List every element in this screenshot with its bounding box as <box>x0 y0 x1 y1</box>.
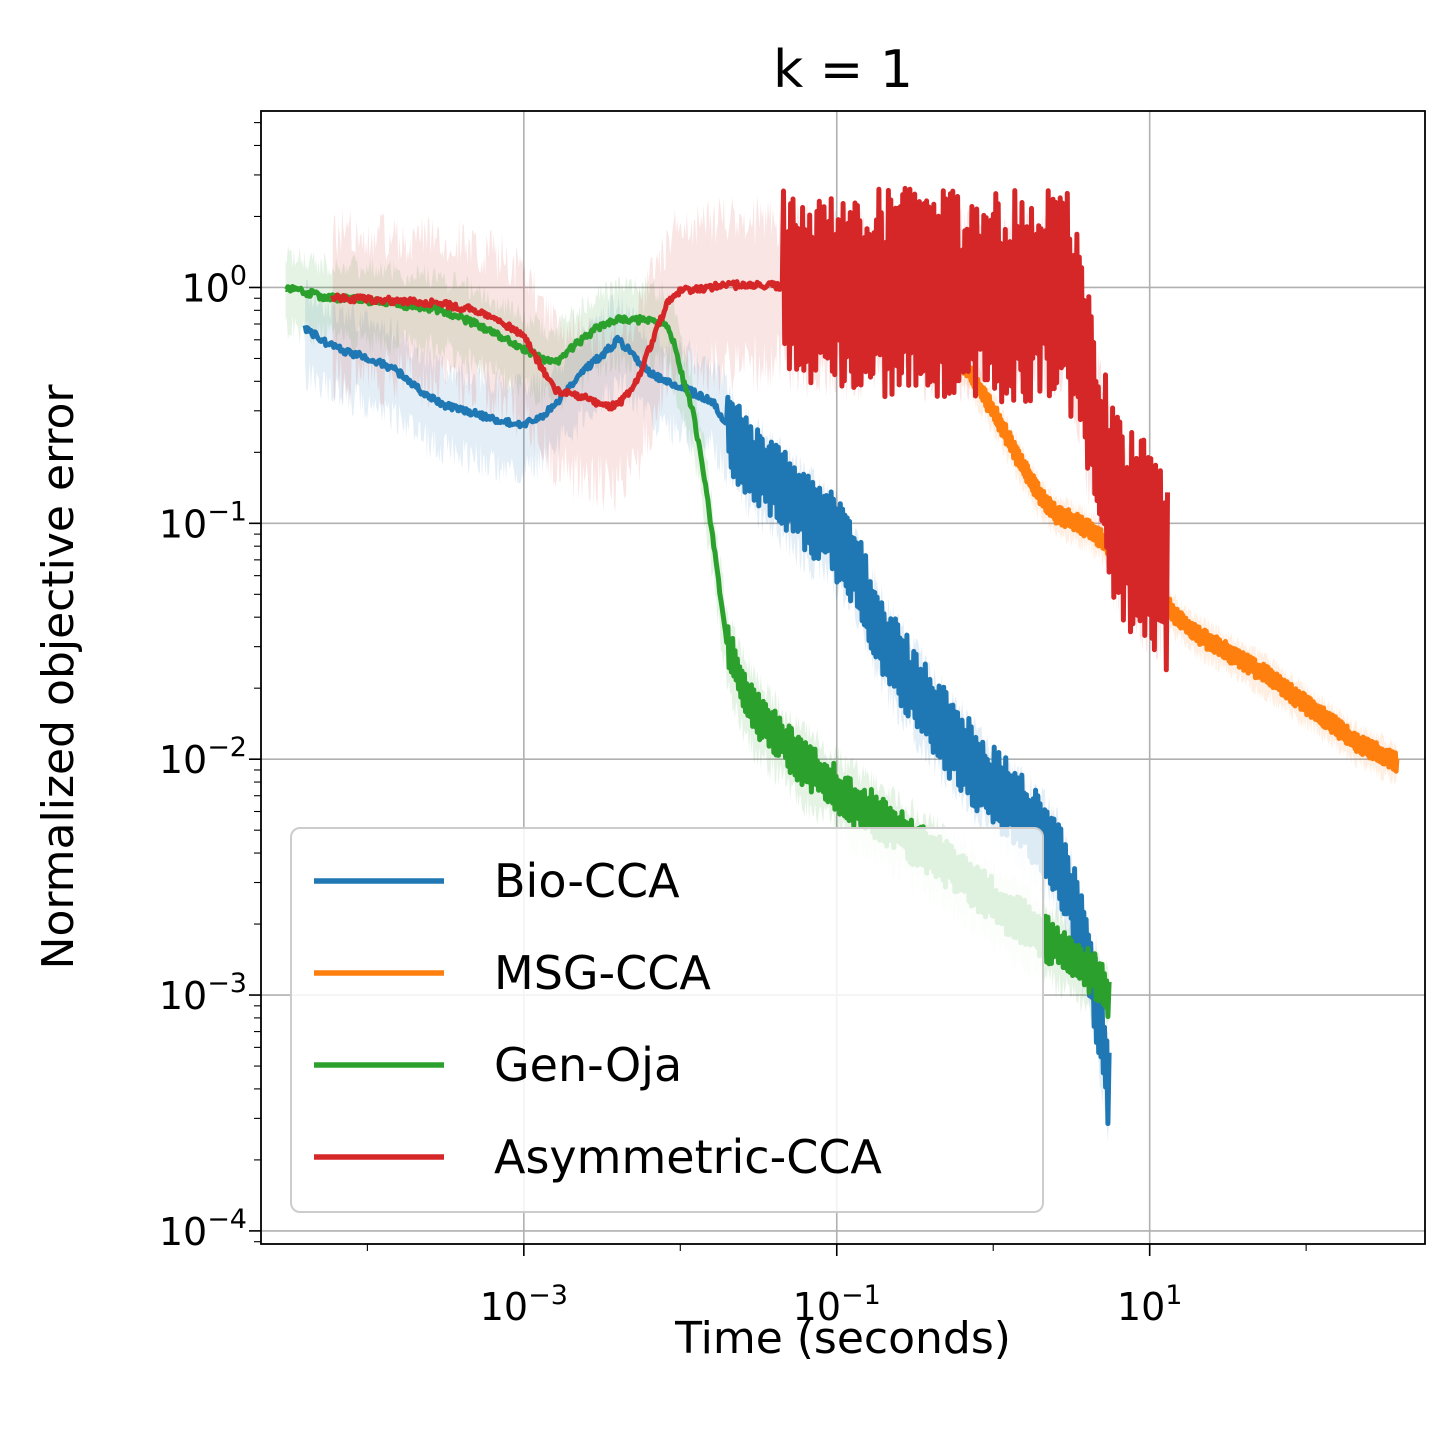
axis-ticks: 10−3 10−1 101 10−4 10−3 10−2 10−1 100 <box>159 122 1307 1329</box>
series-band-2 <box>883 289 1397 786</box>
series-line-1 <box>302 324 1112 1127</box>
y-tick-label: 10−1 <box>159 496 247 546</box>
y-tick-label: 10−4 <box>159 1204 247 1254</box>
legend-label: Bio-CCA <box>494 854 680 908</box>
x-tick-label: 10−1 <box>793 1280 881 1329</box>
series-line-4 <box>330 185 1170 673</box>
plot-frame <box>260 110 1426 1245</box>
legend-label: Asymmetric-CCA <box>494 1130 882 1184</box>
chart-title: k = 1 <box>773 40 913 100</box>
y-tick-label: 10−2 <box>159 732 247 782</box>
y-tick-label: 10−3 <box>159 968 247 1018</box>
y-tick-label: 100 <box>181 260 247 310</box>
legend-label: Gen-Oja <box>494 1038 682 1092</box>
legend-box <box>290 827 1044 1213</box>
x-axis-label: Time (seconds) <box>674 1313 1011 1364</box>
x-tick-label: 101 <box>1117 1280 1183 1329</box>
legend: Bio-CCA MSG-CCA Gen-Oja Asymmetric-CCA <box>290 827 1044 1213</box>
x-tick-label: 10−3 <box>480 1280 568 1329</box>
y-axis-label: Normalized objective error <box>33 384 84 970</box>
legend-label: MSG-CCA <box>494 946 711 1000</box>
